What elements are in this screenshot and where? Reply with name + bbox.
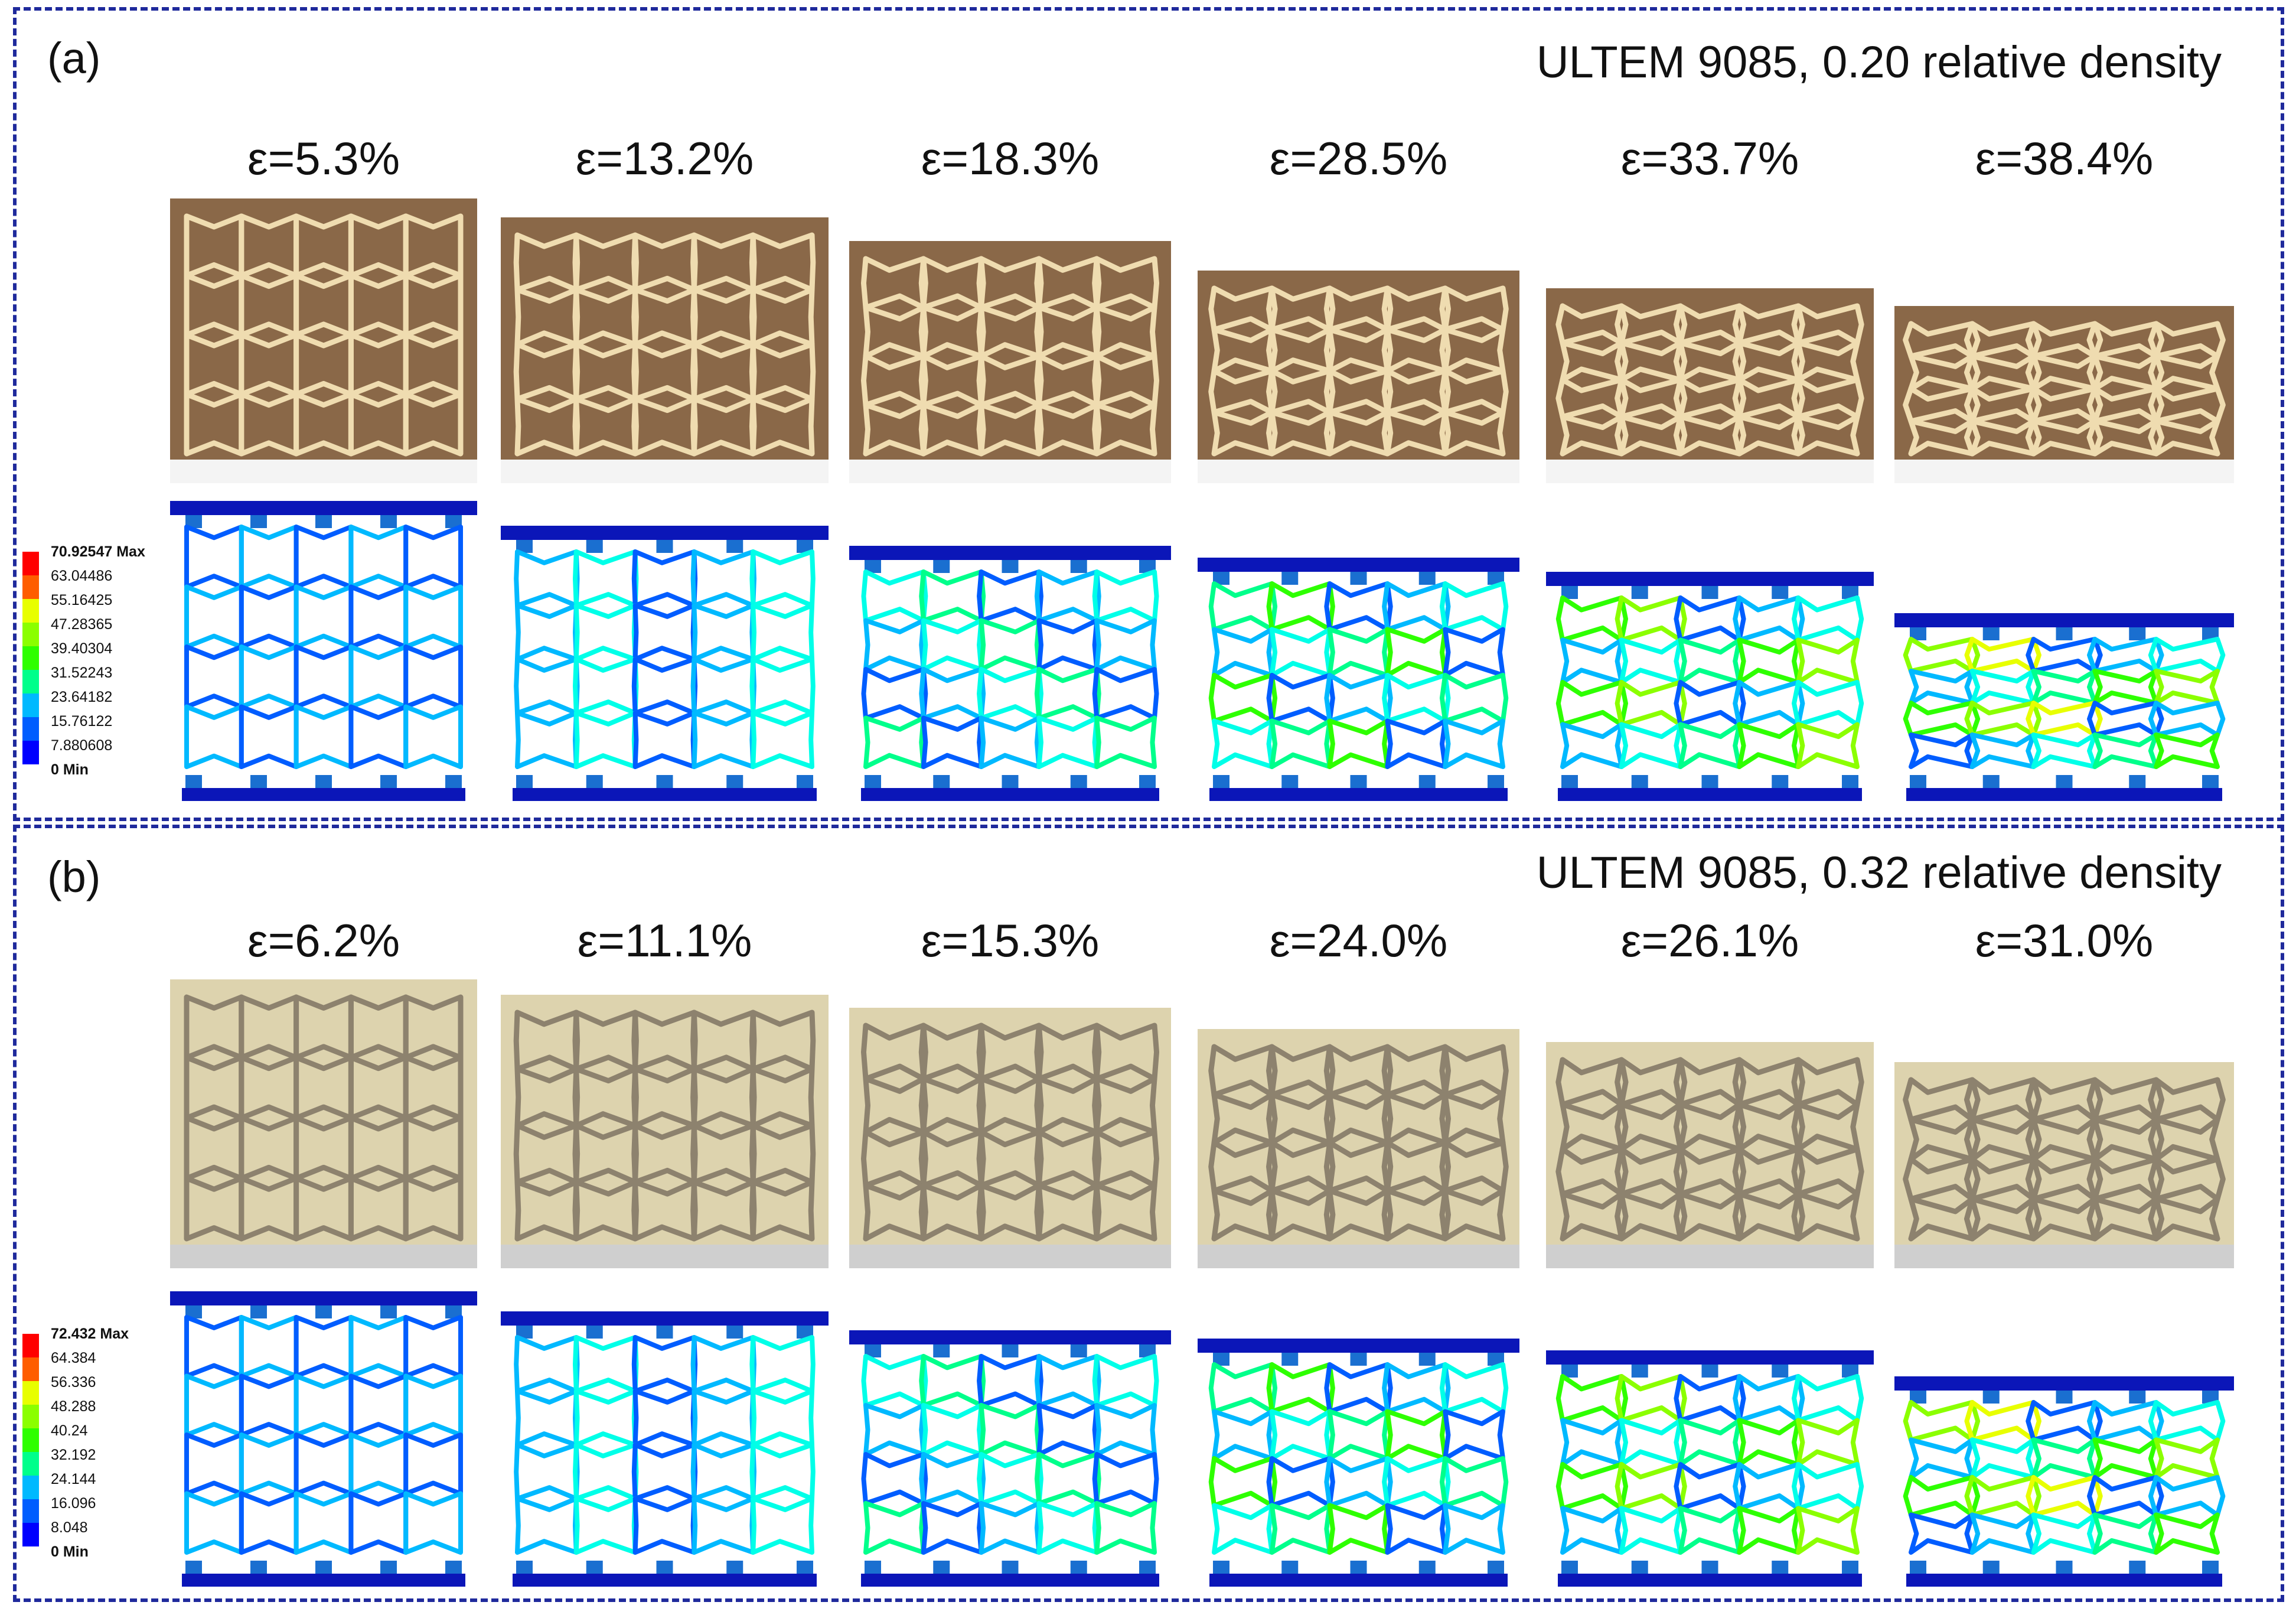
legend-tick-label: 23.64182 <box>51 689 113 705</box>
legend-max-label: 70.92547 Max <box>51 543 145 560</box>
strain-label: ε=5.3% <box>247 132 400 184</box>
specimen-photo <box>1198 271 1519 483</box>
fea-contour-plot <box>1198 1339 1519 1588</box>
fea-contour-plot <box>501 1311 829 1588</box>
strain-label: ε=6.2% <box>247 914 400 966</box>
specimen-photo <box>1894 306 2234 483</box>
specimen-photo <box>1546 288 1874 483</box>
fea-contour-plot <box>170 1291 477 1588</box>
legend-tick-label: 64.384 <box>51 1350 96 1366</box>
specimen-photo <box>501 995 829 1268</box>
legend-tick-label: 47.28365 <box>51 616 113 633</box>
legend-tick-label: 32.192 <box>51 1447 96 1463</box>
specimen-photo <box>501 217 829 483</box>
legend-tick-label: 31.52243 <box>51 665 113 681</box>
strain-label: ε=31.0% <box>1975 914 2154 966</box>
specimen-photo <box>849 1008 1171 1268</box>
fea-contour-plot <box>1894 1376 2234 1588</box>
panel-a: (a) ULTEM 9085, 0.20 relative density ε=… <box>13 7 2284 821</box>
strain-label: ε=13.2% <box>575 132 754 184</box>
strain-label: ε=26.1% <box>1620 914 1799 966</box>
strain-label: ε=15.3% <box>921 914 1100 966</box>
legend-tick-label: 40.24 <box>51 1422 88 1439</box>
fea-contour-plot <box>1894 613 2234 802</box>
legend-min-label: 0 Min <box>51 1544 89 1560</box>
specimen-photo <box>170 979 477 1268</box>
legend-tick-label: 7.880608 <box>51 737 113 754</box>
legend-tick-label: 16.096 <box>51 1495 96 1512</box>
legend-tick-label: 63.04486 <box>51 568 113 584</box>
legend-tick-label: 48.288 <box>51 1398 96 1415</box>
legend-min-label: 0 Min <box>51 761 89 778</box>
strain-label: ε=18.3% <box>921 132 1100 184</box>
fea-contour-plot <box>501 526 829 802</box>
specimen-photo <box>1546 1042 1874 1268</box>
legend-max-label: 72.432 Max <box>51 1326 129 1342</box>
strain-label: ε=11.1% <box>577 914 752 966</box>
fea-contour-plot <box>849 546 1171 802</box>
strain-label: ε=24.0% <box>1269 914 1448 966</box>
panel-title: ULTEM 9085, 0.20 relative density <box>1536 37 2222 87</box>
specimen-photo <box>1894 1062 2234 1268</box>
panel-title: ULTEM 9085, 0.32 relative density <box>1536 848 2222 898</box>
strain-label: ε=28.5% <box>1269 132 1448 184</box>
fea-contour-plot <box>1546 1350 1874 1588</box>
fea-contour-plot <box>1198 558 1519 802</box>
legend-tick-label: 15.76122 <box>51 713 113 730</box>
panel-label: (a) <box>47 34 101 83</box>
strain-label: ε=33.7% <box>1620 132 1799 184</box>
legend-tick-label: 55.16425 <box>51 592 113 608</box>
panel-label: (b) <box>47 852 101 901</box>
panel-b: (b) ULTEM 9085, 0.32 relative density ε=… <box>13 825 2284 1602</box>
contour-legend: 70.92547 Max 63.04486 55.16425 47.28365 39.4… <box>20 543 145 778</box>
specimen-photo <box>849 241 1171 483</box>
legend-tick-label: 24.144 <box>51 1471 96 1487</box>
specimen-photo <box>170 198 477 483</box>
legend-tick-label: 39.40304 <box>51 640 113 657</box>
fea-contour-plot <box>849 1330 1171 1588</box>
strain-label: ε=38.4% <box>1975 132 2154 184</box>
specimen-photo <box>1198 1029 1519 1268</box>
fea-contour-plot <box>1546 572 1874 802</box>
fea-contour-plot <box>170 501 477 802</box>
legend-tick-label: 8.048 <box>51 1519 88 1536</box>
contour-legend: 72.432 Max 64.384 56.336 48.288 40.24 32.192 2… <box>20 1326 129 1560</box>
legend-tick-label: 56.336 <box>51 1374 96 1391</box>
